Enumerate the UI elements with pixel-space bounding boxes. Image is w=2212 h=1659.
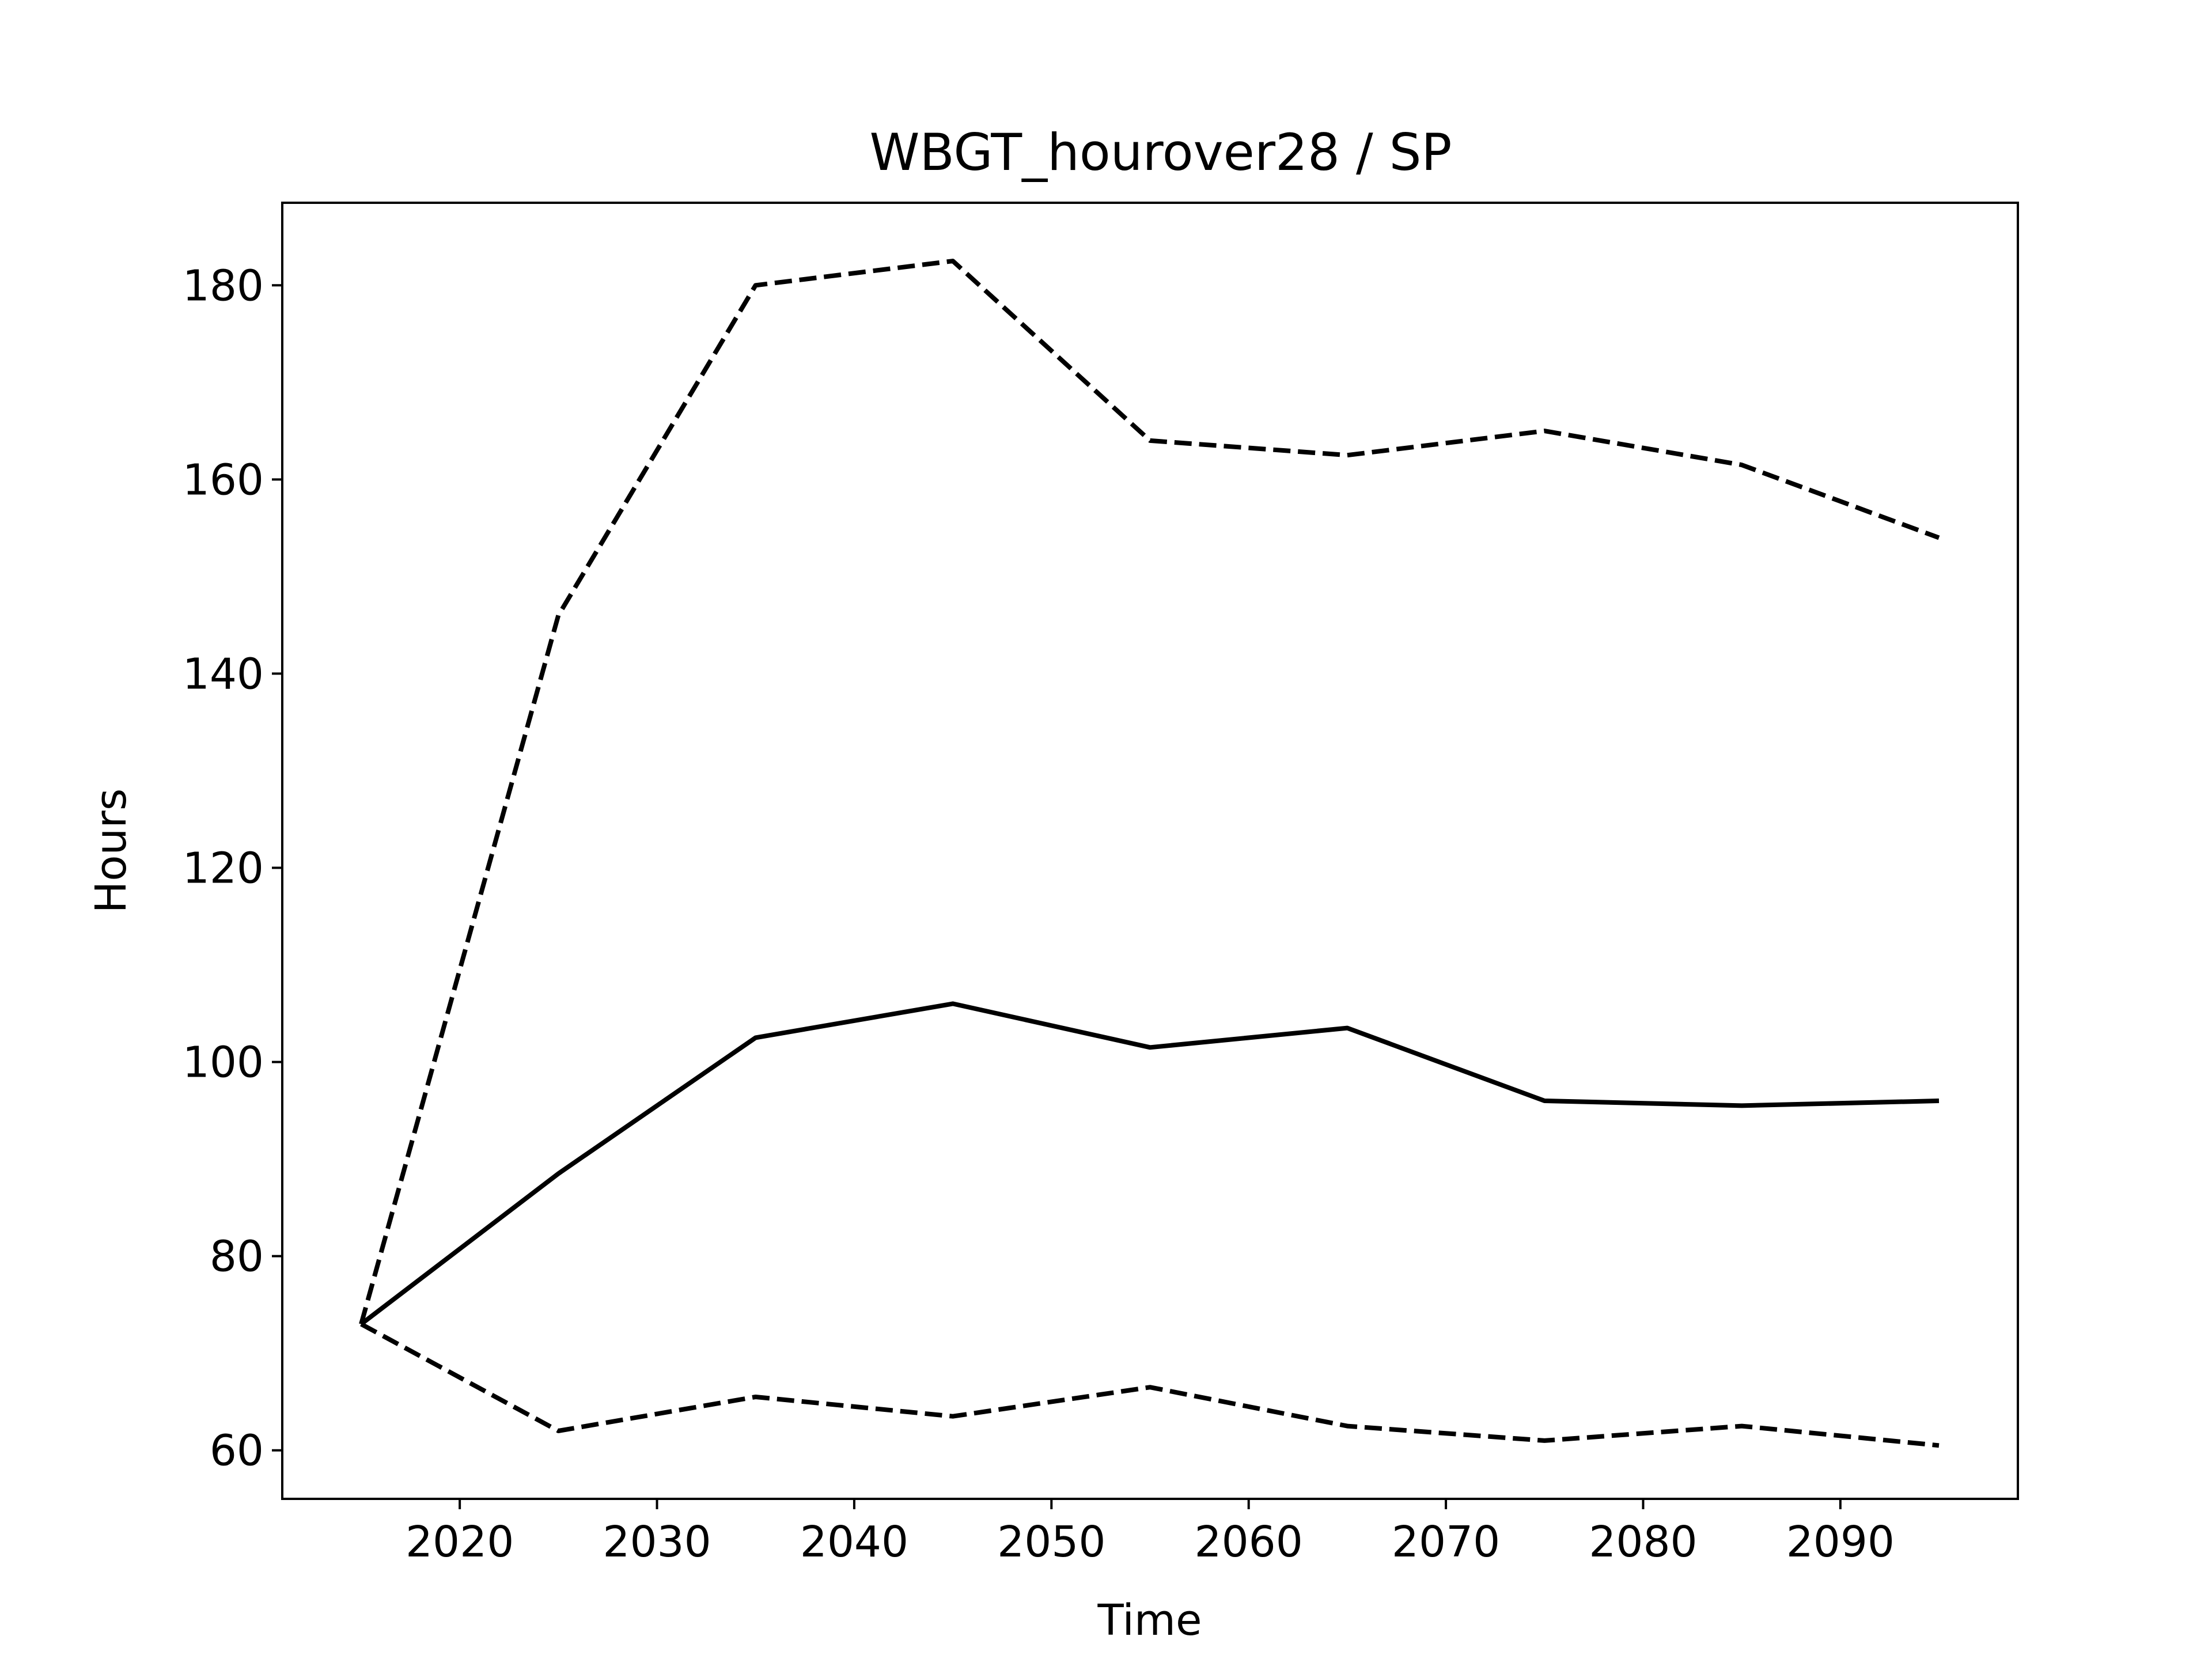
x-tick-label-2080: 2080 (1589, 1517, 1697, 1567)
series-line-2 (359, 1001, 1940, 1326)
series-layer (359, 259, 1940, 1448)
x-axis: 2020 2030 2040 2050 2060 2070 2080 2090 (406, 1499, 1895, 1567)
x-tick-label-2090: 2090 (1786, 1517, 1895, 1567)
x-tick-label-2030: 2030 (603, 1517, 711, 1567)
x-tick-label-2060: 2060 (1195, 1517, 1303, 1567)
plot-frame (281, 202, 2019, 1500)
x-axis-label: Time (1097, 1596, 1202, 1645)
series-line-3 (360, 1322, 1940, 1448)
chart-title: WBGT_hourover28 / SP (869, 123, 1452, 182)
x-tick-label-2070: 2070 (1392, 1517, 1500, 1567)
x-tick-label-2040: 2040 (800, 1517, 908, 1567)
series-line-1 (359, 259, 1940, 1325)
y-tick-label-80: 80 (210, 1232, 264, 1282)
y-axis: 60 80 100 120 140 160 180 (183, 261, 282, 1476)
x-tick-label-2020: 2020 (406, 1517, 514, 1567)
y-tick-label-180: 180 (183, 261, 264, 310)
y-tick-label-60: 60 (210, 1426, 264, 1476)
y-tick-label-140: 140 (183, 649, 264, 699)
y-tick-label-100: 100 (183, 1038, 264, 1088)
y-tick-label-160: 160 (183, 455, 264, 505)
y-tick-label-120: 120 (183, 843, 264, 893)
y-axis-label: Hours (86, 789, 136, 914)
x-tick-label-2050: 2050 (997, 1517, 1105, 1567)
